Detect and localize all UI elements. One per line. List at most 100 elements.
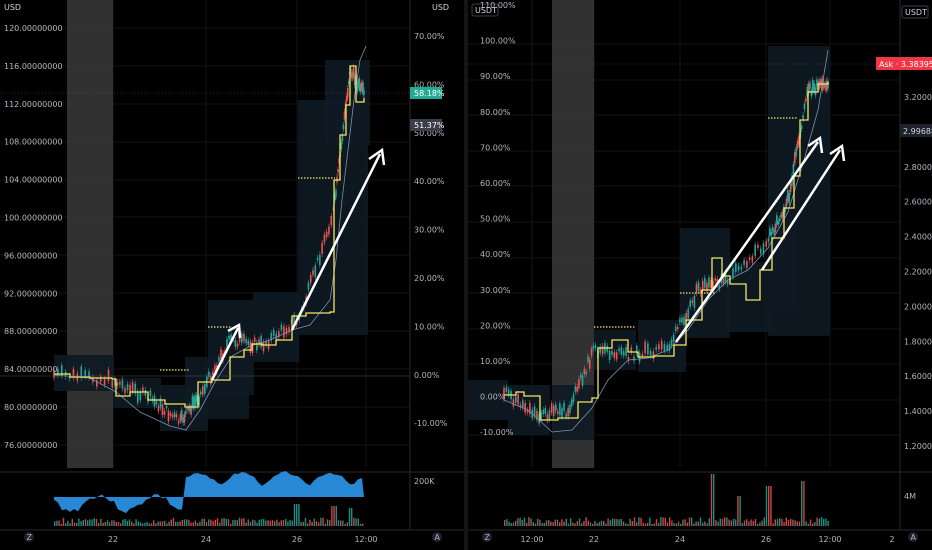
left-price-axis-label[interactable]: 100.00000000 (4, 214, 63, 223)
left-price-axis-label[interactable]: 80.00000000 (4, 403, 57, 412)
right-percent-axis-label[interactable]: 60.00% (480, 179, 511, 188)
candle-body (357, 81, 360, 87)
candle-body (570, 399, 573, 407)
right-timezone-icon[interactable]: Z (485, 533, 491, 542)
candle-body (126, 384, 129, 391)
right-price-axis-label[interactable]: 2.60000 (904, 198, 932, 207)
left-autoscale-button[interactable]: A (432, 532, 442, 542)
left-percent-axis-label[interactable]: 0.00% (414, 371, 440, 380)
right-percent-axis-label[interactable]: 70.00% (480, 143, 511, 152)
right-time-label[interactable]: 12:00 (818, 535, 841, 544)
right-time-label[interactable]: 24 (675, 535, 685, 544)
volume-bar (781, 518, 783, 526)
right-price-axis-label[interactable]: 2.80000 (904, 163, 932, 172)
left-time-label[interactable]: 12:00 (354, 535, 377, 544)
left-time-label[interactable]: 26 (292, 535, 302, 544)
candle-body (757, 244, 759, 248)
candle-body (697, 282, 700, 291)
volume-bar (192, 522, 194, 526)
left-time-label[interactable]: 24 (201, 535, 211, 544)
right-price-axis-label[interactable]: 2.40000 (904, 233, 932, 242)
left-price-axis-label[interactable]: 120.00000000 (4, 24, 63, 33)
pane-divider[interactable] (464, 0, 468, 550)
right-price-axis-label[interactable]: 1.40000 (904, 407, 932, 416)
right-percent-axis-label[interactable]: 40.00% (480, 250, 511, 259)
volume-bar (585, 517, 587, 526)
candle-body (748, 257, 751, 261)
right-percent-axis-label[interactable]: 50.00% (480, 215, 511, 224)
left-percent-axis-label[interactable]: 40.00% (414, 177, 445, 186)
right-price-axis-label[interactable]: 1.80000 (904, 337, 932, 346)
left-price-axis-label[interactable]: 108.00000000 (4, 138, 63, 147)
right-candles (503, 75, 829, 427)
left-time-axis[interactable]: 22 24 26 12:00 (108, 535, 378, 544)
right-timezone-button[interactable]: Z (482, 532, 492, 542)
volume-bar (346, 522, 348, 526)
left-price-axis-label[interactable]: 116.00000000 (4, 62, 63, 71)
right-percent-axis-label[interactable]: 0.00% (480, 393, 506, 402)
candle-body (769, 228, 771, 236)
left-percent-axis-label[interactable]: 10.00% (414, 322, 445, 331)
left-timezone-icon[interactable]: Z (27, 533, 33, 542)
right-percent-axis-label[interactable]: 100.00% (480, 37, 516, 46)
right-price-axis-label[interactable]: 2.00000 (904, 302, 932, 311)
volume-bar (559, 522, 561, 526)
left-chart-canvas[interactable]: USD USD 120.00000000 116.00000000 112.0000… (0, 0, 464, 550)
candle-body (169, 413, 172, 416)
left-percent-axis-label[interactable]: 50.00% (414, 129, 445, 138)
left-percent-axis-label[interactable]: 60.00% (414, 80, 445, 89)
left-price-axis-label[interactable]: 112.00000000 (4, 100, 63, 109)
right-time-axis[interactable]: 12:00 22 24 26 12:00 2 (520, 535, 894, 544)
left-price-axis-label[interactable]: 96.00000000 (4, 251, 57, 260)
left-price-axis[interactable]: 120.00000000 116.00000000 112.00000000 108.… (4, 24, 63, 450)
right-percent-axis[interactable]: 110.00% 100.00% 90.00% 80.00% 70.00% 60.00% 50… (480, 1, 516, 437)
right-percent-axis-label[interactable]: 10.00% (480, 357, 511, 366)
right-percent-axis-label[interactable]: -10.00% (480, 428, 514, 437)
left-percent-axis-label[interactable]: 70.00% (414, 32, 445, 41)
right-time-label[interactable]: 26 (761, 535, 771, 544)
right-price-axis[interactable]: 3.200003.000002.800002.600002.400002.200… (904, 93, 932, 451)
volume-bar (671, 520, 673, 526)
right-time-label[interactable]: 12:00 (520, 535, 543, 544)
left-percent-axis[interactable]: 70.00% 60.00% 50.00% 40.00% 30.00% 20.00% 10.0… (414, 32, 448, 428)
right-chart-canvas[interactable]: USDT USDT 110.00% 100.00% 90.00% 80.00% 70.0… (468, 0, 932, 550)
right-percent-axis-label[interactable]: 20.00% (480, 321, 511, 330)
volume-bar (115, 521, 117, 526)
right-unit-badge-right[interactable]: USDT (901, 5, 929, 19)
right-price-axis-label[interactable]: 1.20000 (904, 442, 932, 451)
right-unit-badge[interactable]: USDT (471, 3, 499, 17)
right-unit-top-left[interactable]: USDT (475, 6, 497, 15)
right-percent-axis-label[interactable]: 110.00% (480, 1, 516, 10)
right-price-axis-label[interactable]: 3.20000 (904, 93, 932, 102)
left-unit-top-right[interactable]: USD (432, 3, 449, 12)
left-price-axis-label[interactable]: 84.00000000 (4, 365, 57, 374)
left-percent-axis-label[interactable]: -10.00% (414, 419, 448, 428)
right-chart-pane[interactable]: USDT USDT 110.00% 100.00% 90.00% 80.00% 70.0… (468, 0, 932, 550)
left-price-axis-label[interactable]: 104.00000000 (4, 176, 63, 185)
left-price-axis-label[interactable]: 88.00000000 (4, 327, 57, 336)
right-autoscale-icon[interactable]: A (911, 533, 917, 542)
candle-body (363, 90, 365, 95)
right-percent-axis-label[interactable]: 90.00% (480, 72, 511, 81)
right-percent-axis-label[interactable]: 30.00% (480, 286, 511, 295)
left-autoscale-icon[interactable]: A (435, 533, 441, 542)
left-timezone-button[interactable]: Z (24, 532, 34, 542)
volume-bar (521, 520, 523, 526)
left-price-axis-label[interactable]: 76.00000000 (4, 441, 57, 450)
right-percent-axis-label[interactable]: 80.00% (480, 108, 511, 117)
left-price-axis-label[interactable]: 92.00000000 (4, 289, 57, 298)
left-percent-axis-label[interactable]: 20.00% (414, 274, 445, 283)
right-autoscale-button[interactable]: A (908, 532, 918, 542)
right-price-axis-label[interactable]: 1.60000 (904, 372, 932, 381)
right-time-label[interactable]: 22 (589, 535, 599, 544)
left-time-label[interactable]: 22 (108, 535, 118, 544)
volume-bar (534, 523, 537, 526)
volume-bar (798, 521, 801, 526)
right-price-axis-label[interactable]: 2.20000 (904, 268, 932, 277)
left-chart-pane[interactable]: USD USD 120.00000000 116.00000000 112.0000… (0, 0, 464, 550)
candle-body (670, 339, 673, 346)
volume-bar (153, 520, 155, 526)
right-unit-top-right[interactable]: USDT (905, 8, 927, 17)
left-percent-axis-label[interactable]: 30.00% (414, 226, 445, 235)
right-time-label[interactable]: 2 (889, 535, 894, 544)
